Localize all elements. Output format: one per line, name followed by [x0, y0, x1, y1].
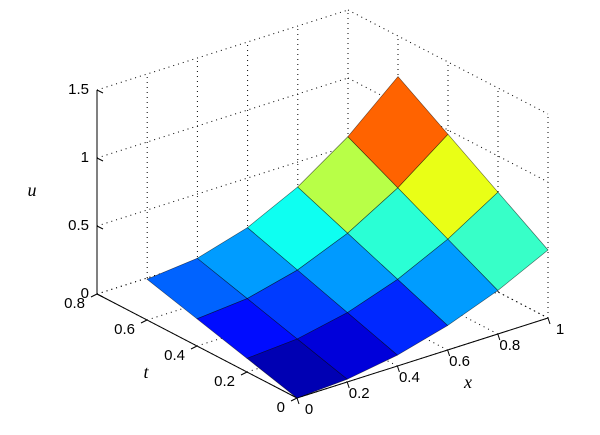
x-tick	[447, 349, 451, 357]
x-tick	[396, 365, 400, 373]
z-axis-label: u	[28, 180, 37, 200]
y-axis-label: t	[143, 362, 149, 382]
grid-line	[96, 77, 349, 159]
x-tick-label: 0.2	[349, 385, 370, 402]
x-tick	[296, 397, 300, 405]
x-axis	[296, 317, 549, 399]
x-tick-label: 0	[305, 401, 313, 418]
z-tick-label: 0	[81, 285, 89, 302]
x-tick	[346, 381, 350, 389]
y-tick	[290, 397, 298, 402]
surface-patch	[246, 338, 348, 399]
x-tick-label: 0.6	[449, 353, 470, 370]
z-tick-label: 1	[81, 149, 89, 166]
z-tick	[96, 225, 104, 230]
y-tick-label: 0	[277, 399, 285, 416]
x-tick-label: 1	[556, 321, 564, 338]
x-axis-label: x	[463, 372, 472, 392]
x-tick	[497, 333, 501, 341]
x-tick-label: 0.4	[399, 369, 420, 386]
y-tick-label: 0.2	[214, 373, 235, 390]
y-tick-label: 0.6	[114, 321, 135, 338]
x-tick-label: 0.8	[499, 337, 520, 354]
y-tick	[90, 293, 98, 298]
y-tick-label: 0.4	[164, 347, 185, 364]
x-tick	[547, 317, 551, 325]
z-tick	[96, 89, 104, 94]
y-axis	[96, 293, 298, 399]
z-tick-label: 0.5	[68, 217, 89, 234]
surface	[146, 76, 549, 399]
y-tick-label: 0.8	[64, 295, 85, 312]
y-tick	[240, 371, 248, 376]
z-tick-label: 1.5	[68, 81, 89, 98]
z-tick	[96, 157, 104, 162]
y-tick	[190, 345, 198, 350]
y-tick	[140, 319, 148, 324]
grid-line	[96, 9, 349, 91]
